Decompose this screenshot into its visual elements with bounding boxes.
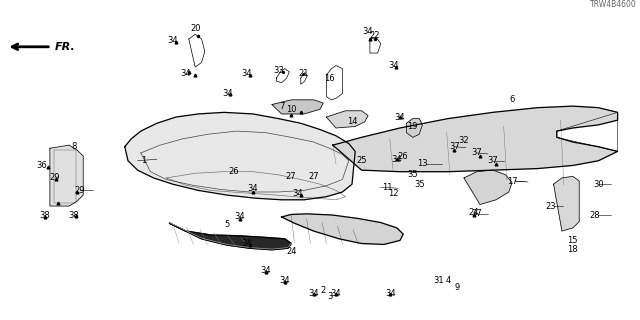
Text: 31: 31 [433, 276, 444, 285]
Polygon shape [326, 111, 368, 128]
Polygon shape [272, 100, 323, 114]
Text: 34: 34 [280, 276, 290, 285]
Text: 38: 38 [40, 211, 50, 220]
Text: 14: 14 [347, 117, 357, 126]
Text: 32: 32 [459, 136, 469, 145]
Text: 34: 34 [180, 69, 191, 78]
Text: 25: 25 [356, 156, 367, 165]
Text: 35: 35 [408, 170, 418, 179]
Text: FR.: FR. [54, 42, 75, 52]
Text: 28: 28 [590, 211, 600, 220]
Text: 21: 21 [299, 69, 309, 78]
Text: 12: 12 [388, 189, 399, 198]
Text: 34: 34 [168, 36, 178, 45]
Text: 34: 34 [388, 61, 399, 70]
Text: 26: 26 [228, 167, 239, 176]
Text: TRW4B4600: TRW4B4600 [590, 0, 637, 9]
Text: 23: 23 [545, 202, 556, 211]
Text: 34: 34 [331, 289, 341, 298]
Text: 27: 27 [286, 172, 296, 181]
Polygon shape [282, 214, 403, 244]
Text: 34: 34 [363, 27, 373, 36]
Text: 34: 34 [385, 289, 396, 298]
Text: 18: 18 [568, 245, 578, 254]
Text: 38: 38 [68, 211, 79, 220]
Text: 34: 34 [308, 289, 319, 298]
Text: 2: 2 [321, 286, 326, 295]
Text: 30: 30 [593, 180, 604, 189]
Text: 34: 34 [222, 89, 232, 98]
Text: 24: 24 [468, 208, 479, 217]
Text: 13: 13 [417, 159, 428, 168]
Text: 22: 22 [369, 31, 380, 40]
Text: 34: 34 [241, 69, 252, 78]
Text: 35: 35 [414, 180, 424, 189]
Text: 11: 11 [382, 183, 392, 192]
Polygon shape [406, 119, 422, 137]
Text: 34: 34 [248, 184, 258, 193]
Text: 27: 27 [308, 172, 319, 181]
Text: 34: 34 [235, 212, 245, 221]
Text: 15: 15 [568, 236, 578, 245]
Text: 37: 37 [488, 156, 498, 165]
Text: 8: 8 [71, 142, 76, 151]
Text: 3: 3 [327, 292, 332, 301]
Text: 29: 29 [75, 186, 85, 195]
Text: 37: 37 [449, 142, 460, 151]
Text: 7: 7 [279, 102, 284, 111]
Text: 36: 36 [36, 161, 47, 170]
Text: 29: 29 [49, 173, 60, 182]
Polygon shape [464, 170, 512, 204]
Text: 9: 9 [455, 283, 460, 292]
Text: 26: 26 [398, 152, 408, 161]
Text: 34: 34 [260, 266, 271, 275]
Polygon shape [554, 176, 579, 231]
Polygon shape [50, 145, 83, 206]
Text: 37: 37 [472, 209, 482, 218]
Text: 10: 10 [286, 105, 296, 114]
Polygon shape [333, 106, 618, 172]
Text: 37: 37 [472, 148, 482, 157]
Text: 20: 20 [190, 24, 200, 33]
Text: 34: 34 [392, 155, 402, 164]
Polygon shape [125, 112, 355, 200]
Text: 16: 16 [324, 74, 335, 83]
Text: 4: 4 [445, 276, 451, 285]
Text: 24: 24 [286, 247, 296, 256]
Polygon shape [170, 223, 291, 250]
Text: 33: 33 [273, 66, 284, 75]
Text: 5: 5 [225, 220, 230, 229]
Text: 17: 17 [507, 177, 517, 186]
Text: 19: 19 [408, 122, 418, 131]
Text: 34: 34 [241, 239, 252, 248]
Text: 1: 1 [141, 156, 147, 165]
Text: 34: 34 [395, 113, 405, 122]
Text: 6: 6 [509, 95, 515, 104]
Text: 34: 34 [292, 189, 303, 198]
